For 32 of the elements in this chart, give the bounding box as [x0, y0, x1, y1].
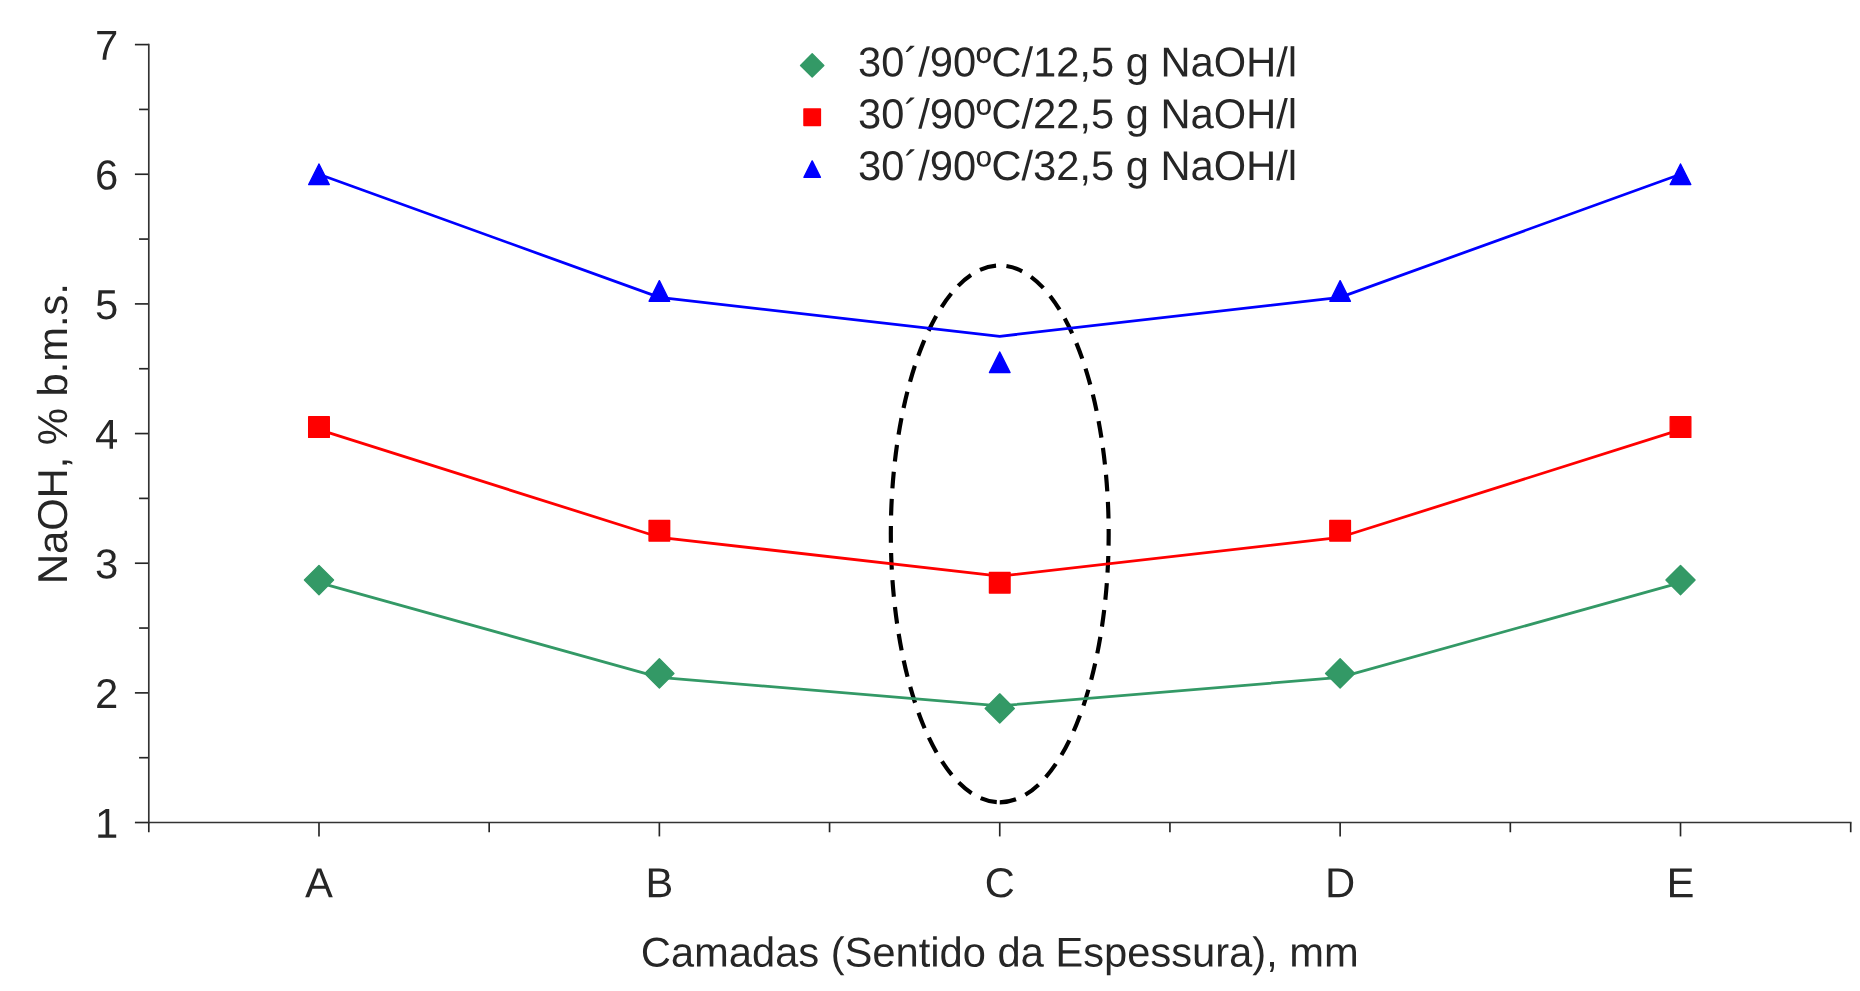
- x-tick-label: A: [305, 868, 333, 898]
- y-tick-label: 3: [96, 549, 117, 579]
- legend-label: 30´/90ºC/12,5 g NaOH/l: [859, 45, 1295, 86]
- point: [1665, 564, 1696, 596]
- point: [303, 564, 335, 596]
- x-tick-label: B: [648, 868, 672, 898]
- point: [1669, 416, 1692, 439]
- y-tick-label: 1: [98, 808, 117, 838]
- point: [1329, 519, 1352, 542]
- y-tick-label: 2: [97, 678, 117, 708]
- point: [307, 416, 330, 439]
- point: [644, 658, 675, 689]
- point: [988, 571, 1011, 594]
- point: [648, 519, 671, 542]
- x-tick-label: C: [986, 868, 1014, 898]
- point: [648, 279, 671, 302]
- x-tick-label: D: [1328, 868, 1354, 898]
- point: [988, 351, 1011, 374]
- y-tick-label: 4: [96, 419, 118, 449]
- point: [1329, 279, 1352, 302]
- y-axis-title: NaOH, % b.m.s.: [36, 286, 73, 581]
- y-tick-label: 7: [97, 31, 117, 60]
- legend-label: 30´/90ºC/32,5 g NaOH/l: [859, 149, 1295, 189]
- y-tick-label: 5: [96, 290, 117, 320]
- x-axis-title: Camadas (Sentido da Espessura), mm: [642, 936, 1356, 976]
- point: [1324, 658, 1356, 689]
- point: [307, 163, 330, 186]
- legend-label: 30´/90ºC/22,5 g NaOH/l: [859, 97, 1295, 137]
- point: [1669, 163, 1692, 186]
- x-tick-label: E: [1670, 868, 1693, 898]
- point: [984, 693, 1016, 724]
- y-tick-label: 6: [97, 160, 117, 190]
